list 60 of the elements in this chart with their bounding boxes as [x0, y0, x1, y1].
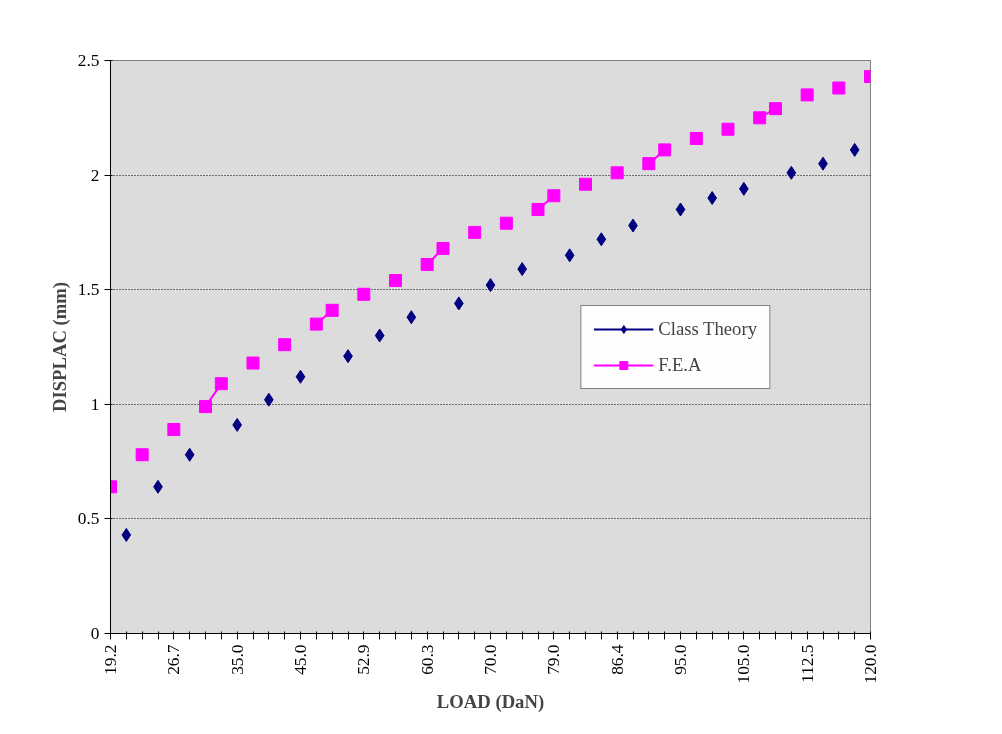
- x-tick-label: 86.4: [607, 644, 627, 675]
- point: [675, 202, 686, 217]
- point: [309, 317, 323, 331]
- point: [121, 527, 132, 542]
- x-tick-label: 70.0: [481, 644, 500, 675]
- point: [849, 142, 860, 157]
- legend-label: Class Theory: [658, 317, 757, 340]
- point: [753, 111, 767, 125]
- point: [295, 369, 306, 384]
- point: [547, 189, 561, 203]
- point: [832, 81, 846, 95]
- x-tick-label: 79.0: [544, 644, 564, 675]
- point: [579, 177, 592, 191]
- point: [721, 122, 735, 136]
- point: [214, 377, 228, 391]
- point: [658, 143, 672, 157]
- y-tick-label: 1: [90, 394, 100, 414]
- x-axis-title: LOAD (DaN): [436, 691, 545, 714]
- point: [167, 423, 181, 437]
- x-tick-label: 105.0: [734, 644, 754, 684]
- y-tick-label: 2.5: [77, 51, 100, 70]
- point: [800, 88, 814, 102]
- point: [374, 328, 385, 343]
- point: [642, 157, 656, 171]
- x-tick-label: 112.5: [797, 644, 817, 683]
- y-tick-label: 1.5: [77, 280, 100, 300]
- point: [199, 400, 212, 414]
- y-axis-title: DISPLAC (mm): [48, 281, 71, 413]
- point: [246, 356, 260, 370]
- point: [468, 225, 482, 239]
- x-tick-label: 52.9: [354, 644, 374, 675]
- x-tick-label: 60.3: [417, 644, 437, 675]
- point: [499, 216, 513, 230]
- point: [531, 202, 545, 216]
- point: [564, 248, 575, 263]
- point: [436, 241, 450, 255]
- point: [389, 274, 402, 288]
- point: [325, 303, 339, 317]
- point: [610, 166, 624, 180]
- point: [786, 165, 797, 180]
- point: [596, 232, 607, 247]
- y-tick-label: 0.5: [77, 509, 100, 529]
- point: [135, 448, 149, 462]
- x-tick-label: 19.2: [101, 644, 120, 675]
- x-tick-label: 45.0: [291, 644, 310, 675]
- point: [485, 278, 496, 293]
- point: [420, 257, 434, 271]
- point: [278, 338, 292, 352]
- point: [184, 447, 195, 462]
- y-tick-label: 2: [90, 165, 100, 185]
- point: [406, 310, 417, 325]
- legend-label: F.E.A: [658, 353, 702, 376]
- point: [357, 287, 371, 301]
- x-tick-label: 26.7: [164, 644, 184, 675]
- x-tick-label: 120.0: [861, 644, 880, 684]
- x-tick-label: 95.0: [671, 644, 690, 675]
- y-tick-label: 0: [90, 624, 100, 643]
- point: [769, 102, 782, 116]
- x-tick-label: 35.0: [227, 644, 247, 675]
- point: [689, 131, 703, 145]
